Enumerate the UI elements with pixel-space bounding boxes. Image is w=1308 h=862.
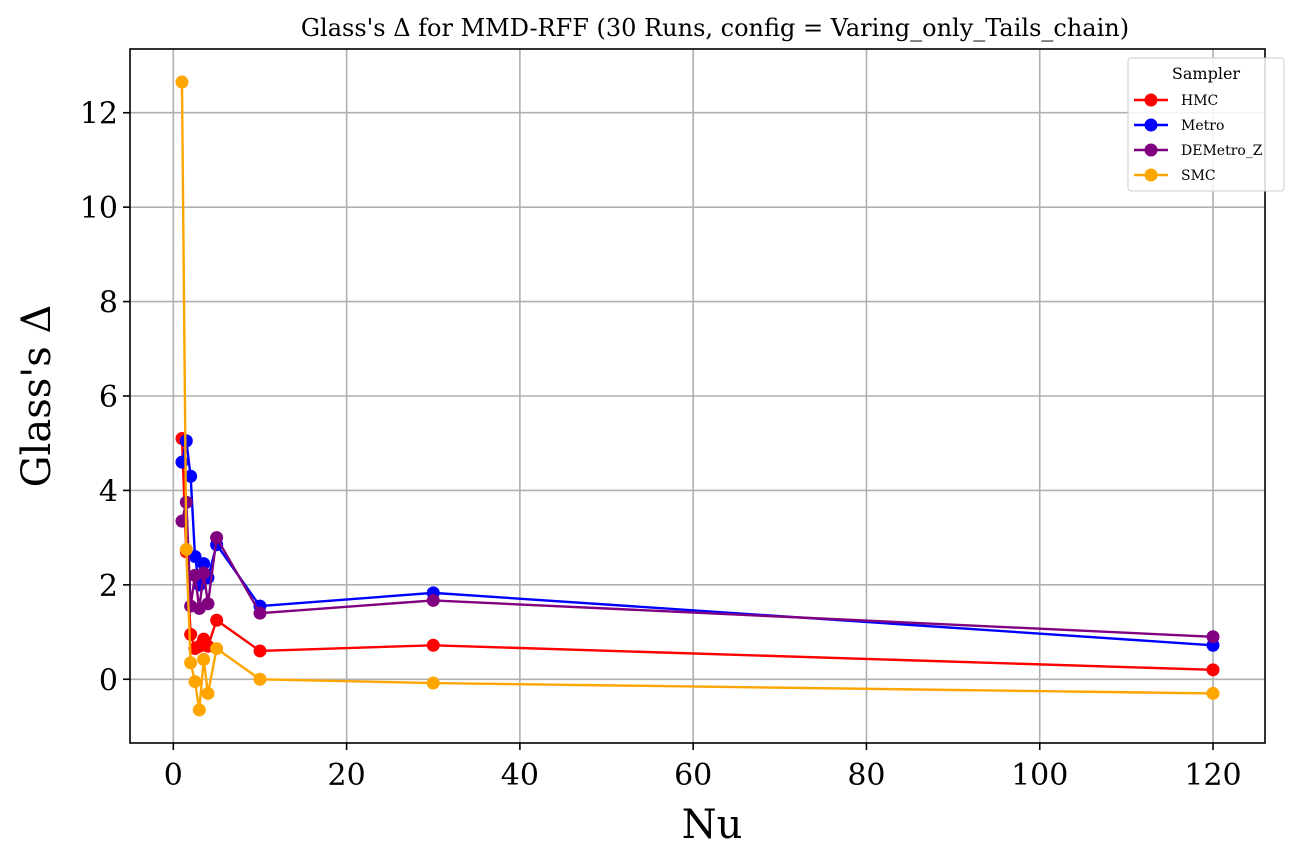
x-tick-label: 60 (674, 758, 712, 793)
data-point-metro (188, 550, 202, 564)
series-demetro-z (175, 495, 1220, 644)
y-tick-label: 8 (99, 286, 118, 321)
series-layer (175, 75, 1220, 717)
data-point-demetro-z (201, 597, 215, 611)
x-tick-label: 120 (1184, 758, 1241, 793)
data-point-smc (197, 652, 211, 666)
y-tick-label: 0 (99, 663, 118, 698)
grid (130, 49, 1265, 743)
data-point-smc (1206, 686, 1220, 700)
legend-swatch-marker (1144, 168, 1158, 182)
data-point-smc (179, 542, 193, 556)
legend-swatch-marker (1144, 93, 1158, 107)
legend-box (1127, 57, 1285, 192)
series-smc (175, 75, 1220, 717)
ticks: 0 20 40 60 80 100 120 0 2 4 6 8 10 12 (80, 97, 1242, 793)
legend-entries: HMC Metro DEMetro_Z SMC (1134, 93, 1263, 184)
legend-title: Sampler (1172, 64, 1241, 83)
x-tick-label: 80 (847, 758, 885, 793)
data-point-hmc (1206, 663, 1220, 677)
legend-label: DEMetro_Z (1181, 143, 1263, 159)
legend-label: Metro (1181, 118, 1224, 134)
data-point-demetro-z (210, 531, 224, 545)
data-point-demetro-z (253, 606, 267, 620)
y-tick-label: 12 (80, 97, 118, 132)
y-tick-label: 2 (99, 569, 118, 604)
data-point-hmc (426, 638, 440, 652)
data-point-demetro-z (1206, 630, 1220, 644)
data-point-demetro-z (197, 566, 211, 580)
chart-title: Glass's Δ for MMD-RFF (30 Runs, config =… (301, 14, 1129, 42)
legend-entry-metro: Metro (1134, 118, 1224, 134)
data-point-smc (175, 75, 189, 89)
data-point-metro (197, 557, 211, 571)
x-tick-label: 100 (1011, 758, 1068, 793)
legend-swatch-marker (1144, 143, 1158, 157)
x-tick-label: 40 (501, 758, 539, 793)
legend-swatch-marker (1144, 118, 1158, 132)
legend: Sampler HMC Metro DEMetro_Z SMC (1127, 57, 1285, 192)
legend-label: SMC (1181, 168, 1216, 184)
legend-entry-hmc: HMC (1134, 93, 1218, 109)
legend-entry-smc: SMC (1134, 168, 1216, 184)
data-point-smc (253, 672, 267, 686)
data-point-smc (188, 675, 202, 689)
y-tick-label: 6 (99, 380, 118, 415)
data-point-hmc (253, 644, 267, 658)
data-point-smc (426, 676, 440, 690)
data-point-smc (192, 703, 206, 717)
y-axis-label: Glass's Δ (14, 305, 60, 488)
y-tick-label: 4 (99, 474, 118, 509)
data-point-metro (184, 469, 198, 483)
data-point-demetro-z (426, 593, 440, 607)
data-point-smc (210, 642, 224, 656)
legend-entry-demetro-z: DEMetro_Z (1134, 143, 1263, 159)
y-tick-label: 10 (80, 191, 118, 226)
data-point-smc (184, 656, 198, 670)
data-point-smc (201, 686, 215, 700)
legend-label: HMC (1181, 93, 1218, 109)
x-tick-label: 20 (328, 758, 366, 793)
data-point-hmc (210, 613, 224, 627)
x-tick-label: 0 (164, 758, 183, 793)
x-axis-label: Nu (682, 802, 743, 848)
